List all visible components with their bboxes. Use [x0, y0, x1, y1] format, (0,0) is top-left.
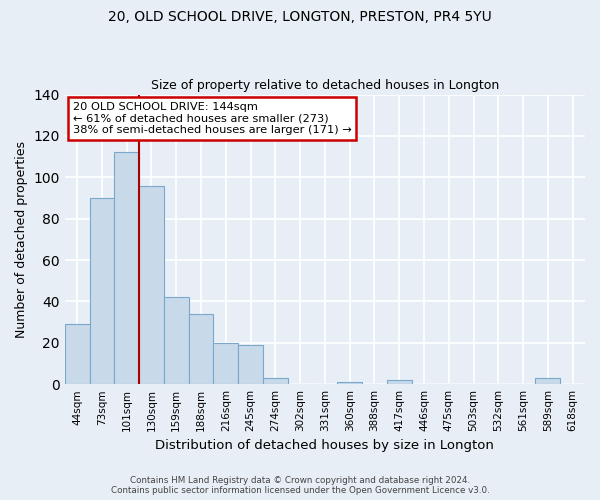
Text: 20, OLD SCHOOL DRIVE, LONGTON, PRESTON, PR4 5YU: 20, OLD SCHOOL DRIVE, LONGTON, PRESTON, …: [108, 10, 492, 24]
Bar: [139, 186, 164, 384]
Bar: [164, 298, 188, 384]
Bar: [65, 324, 89, 384]
Bar: [214, 343, 238, 384]
Bar: [238, 345, 263, 384]
Bar: [263, 378, 288, 384]
Bar: [115, 152, 139, 384]
Bar: [89, 198, 115, 384]
Y-axis label: Number of detached properties: Number of detached properties: [15, 141, 28, 338]
Bar: [387, 380, 412, 384]
X-axis label: Distribution of detached houses by size in Longton: Distribution of detached houses by size …: [155, 440, 494, 452]
Text: Contains HM Land Registry data © Crown copyright and database right 2024.
Contai: Contains HM Land Registry data © Crown c…: [110, 476, 490, 495]
Bar: [188, 314, 214, 384]
Bar: [535, 378, 560, 384]
Text: 20 OLD SCHOOL DRIVE: 144sqm
← 61% of detached houses are smaller (273)
38% of se: 20 OLD SCHOOL DRIVE: 144sqm ← 61% of det…: [73, 102, 352, 135]
Bar: [337, 382, 362, 384]
Title: Size of property relative to detached houses in Longton: Size of property relative to detached ho…: [151, 79, 499, 92]
